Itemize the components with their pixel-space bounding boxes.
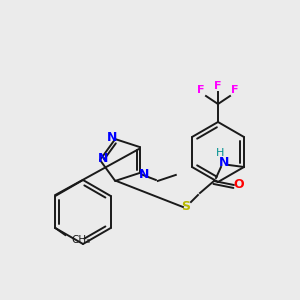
Text: H: H <box>216 148 224 158</box>
Text: N: N <box>98 152 108 164</box>
Text: F: F <box>214 81 222 91</box>
Text: S: S <box>182 200 190 214</box>
Text: N: N <box>107 130 117 144</box>
Text: N: N <box>139 168 149 182</box>
Text: F: F <box>197 85 205 95</box>
Text: CH₃: CH₃ <box>71 235 91 245</box>
Text: F: F <box>231 85 238 95</box>
Text: N: N <box>219 157 229 169</box>
Text: O: O <box>234 178 244 191</box>
